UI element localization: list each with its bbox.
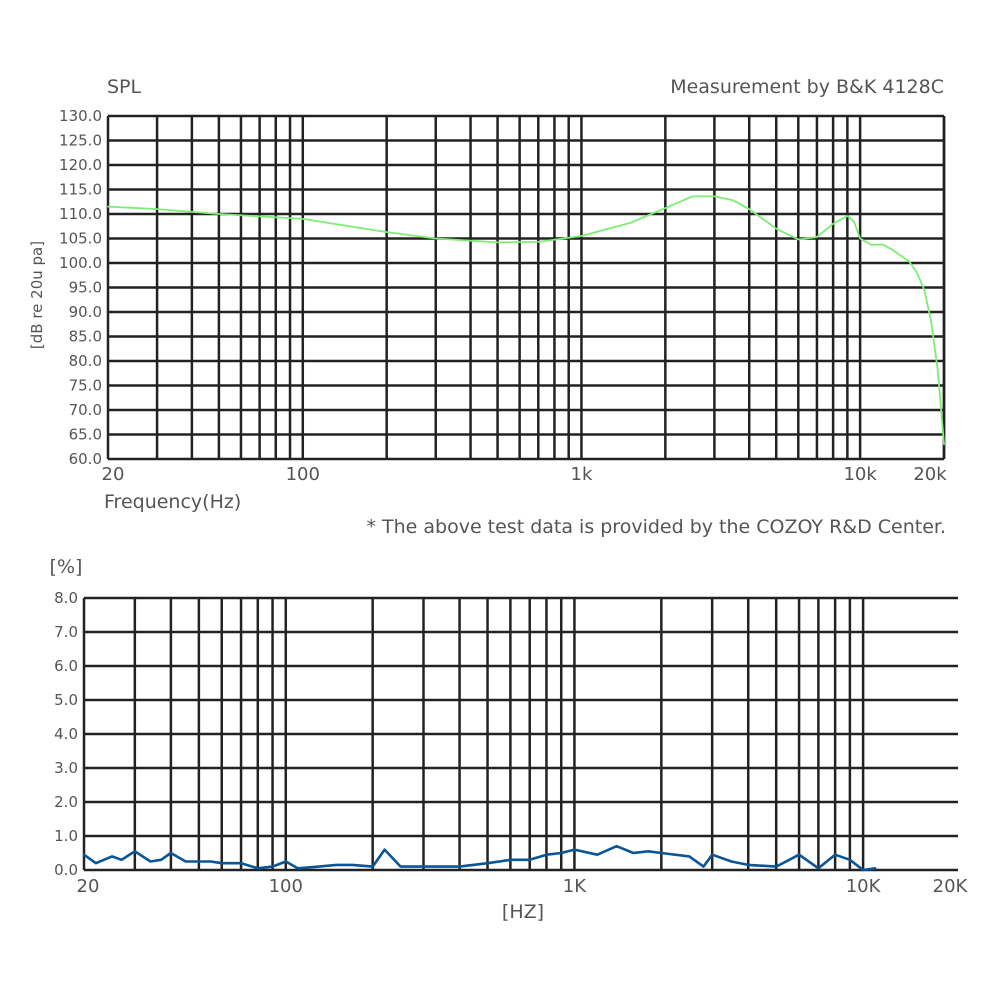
y-tick-label: 75.0 [69,377,102,395]
y-tick-label: 2.0 [54,793,78,811]
x-tick-label: 1K [563,876,587,897]
y-tick-label: 120.0 [59,156,102,174]
y-tick-label: 4.0 [54,725,78,743]
y-tick-label: 1.0 [54,827,78,845]
x-tick-label: 10k [843,464,877,485]
chart-title: SPL [107,76,142,98]
y-tick-label: 8.0 [54,589,78,607]
y-tick-label: 0.0 [54,861,78,879]
thd-y-axis-label: [%] [50,556,83,578]
y-tick-label: 130.0 [59,107,102,125]
x-tick-label: 100 [286,464,320,485]
x-tick-label: 1k [571,464,593,485]
y-tick-label: 70.0 [69,401,102,419]
series-line [107,195,945,446]
y-tick-label: 115.0 [59,181,102,199]
x-tick-label: 20 [102,464,125,485]
y-tick-label: 80.0 [69,352,102,370]
y-tick-label: 65.0 [69,426,102,444]
x-axis-label: Frequency(Hz) [104,491,241,513]
y-tick-label: 100.0 [59,254,102,272]
series-line [82,844,877,872]
y-tick-label: 5.0 [54,691,78,709]
y-tick-label: 85.0 [69,328,102,346]
data-source-note: * The above test data is provided by the… [366,516,946,538]
x-tick-label: 20K [933,876,969,897]
y-tick-label: 105.0 [59,230,102,248]
thd-x-axis-label: [HZ] [502,901,544,923]
y-tick-label: 90.0 [69,303,102,321]
x-tick-label: 10K [846,876,882,897]
y-tick-label: 95.0 [69,279,102,297]
thd-chart-plot: 0.0 1.0 2.0 3.0 4.0 5.0 6.0 7.0 8.0 20 100 1K 10K 20K [54,589,968,897]
chart-subtitle: Measurement by B&K 4128C [670,76,944,98]
y-tick-label: 7.0 [54,623,78,641]
y-tick-label: 60.0 [69,450,102,468]
x-tick-label: 100 [269,876,303,897]
y-axis-label: [dB re 20u pa] [28,241,46,349]
y-tick-label: 6.0 [54,657,78,675]
x-tick-label: 20 [77,876,100,897]
y-tick-label: 125.0 [59,132,102,150]
x-tick-label: 20k [913,464,947,485]
y-tick-label: 3.0 [54,759,78,777]
y-tick-label: 110.0 [59,205,102,223]
spl-chart-plot: 60.0 65.0 70.0 75.0 80.0 85.0 90.0 95.0 100.0 105… [59,107,947,485]
